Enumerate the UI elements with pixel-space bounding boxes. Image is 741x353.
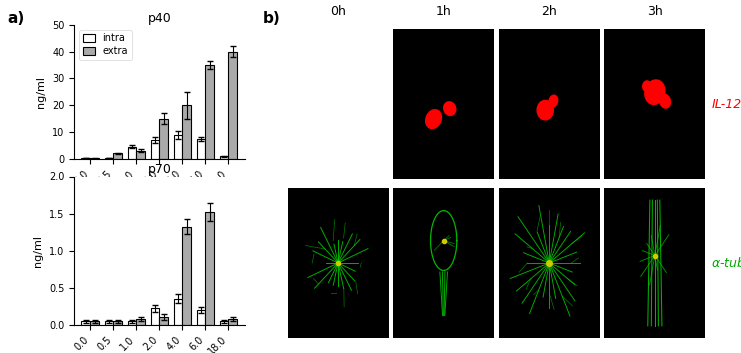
Bar <box>228 52 237 159</box>
Text: $\alpha$-tub: $\alpha$-tub <box>711 256 741 270</box>
Bar <box>136 151 145 159</box>
Bar <box>182 227 191 325</box>
Text: IL-12: IL-12 <box>711 98 741 110</box>
Bar <box>196 139 205 159</box>
Y-axis label: ng/ml: ng/ml <box>36 76 47 108</box>
Text: a): a) <box>7 11 24 25</box>
Bar <box>173 135 182 159</box>
Bar <box>173 299 182 325</box>
Bar <box>82 158 90 159</box>
Text: b): b) <box>263 11 281 25</box>
Ellipse shape <box>642 81 651 91</box>
Legend: intra, extra: intra, extra <box>79 30 132 60</box>
Bar <box>90 321 99 325</box>
Bar <box>136 319 145 325</box>
Ellipse shape <box>549 95 558 107</box>
Ellipse shape <box>659 94 671 108</box>
Bar <box>159 119 168 159</box>
Bar <box>90 158 99 159</box>
Ellipse shape <box>537 100 554 120</box>
Bar <box>196 310 205 325</box>
Bar <box>127 147 136 159</box>
Bar <box>228 319 237 325</box>
Ellipse shape <box>645 80 665 104</box>
Text: 3h: 3h <box>647 5 662 18</box>
Bar <box>150 309 159 325</box>
Bar <box>182 105 191 159</box>
Text: 2h: 2h <box>542 5 557 18</box>
Text: 0h: 0h <box>330 5 346 18</box>
Bar <box>82 321 90 325</box>
Bar <box>150 140 159 159</box>
Bar <box>205 65 214 159</box>
Bar <box>104 158 113 159</box>
Title: p40: p40 <box>147 12 171 25</box>
Ellipse shape <box>425 110 442 128</box>
Y-axis label: ng/ml: ng/ml <box>33 235 44 267</box>
Text: 1h: 1h <box>436 5 451 18</box>
Bar <box>127 321 136 325</box>
Bar <box>219 321 228 325</box>
Bar <box>159 317 168 325</box>
Bar <box>219 156 228 159</box>
Bar <box>113 154 122 159</box>
Bar <box>113 321 122 325</box>
Bar <box>205 212 214 325</box>
Ellipse shape <box>444 102 456 115</box>
Title: p70: p70 <box>147 163 171 176</box>
Bar <box>104 321 113 325</box>
